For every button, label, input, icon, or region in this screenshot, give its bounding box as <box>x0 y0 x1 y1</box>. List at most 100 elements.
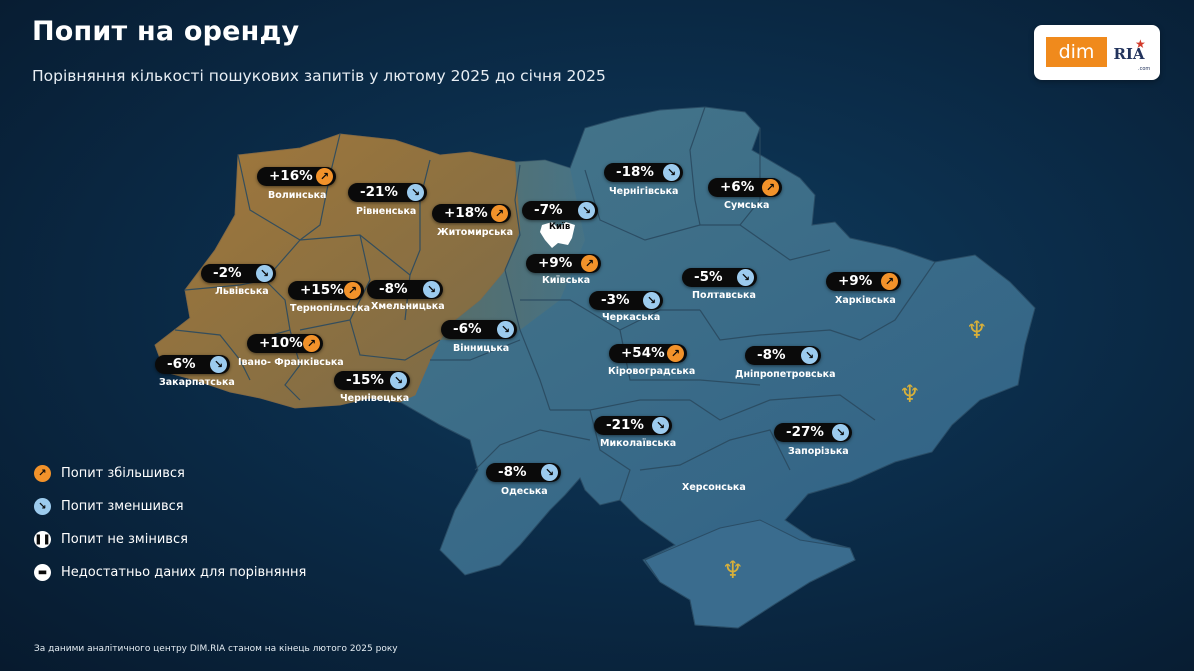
region-value: +10% <box>259 335 303 351</box>
logo-domain-text: .com <box>1138 66 1151 72</box>
region-value-badge: -8% ↘ <box>745 346 821 365</box>
svg-text:♆: ♆ <box>722 556 744 584</box>
region-value-badge: -27% ↘ <box>774 423 852 442</box>
region-name: Хмельницька <box>371 301 445 312</box>
up-arrow-icon: ↗ <box>667 345 684 362</box>
western-regions-shading <box>154 133 521 409</box>
region-name: Волинська <box>268 190 327 201</box>
trident-icon: ♆ ♆ ♆ <box>722 316 988 584</box>
region-name: Одеська <box>501 486 548 497</box>
down-arrow-icon: ↘ <box>652 417 669 434</box>
logo-ria-text: RIA <box>1113 45 1145 63</box>
region-value: +9% <box>538 255 573 271</box>
region-name: Тернопільська <box>290 303 371 314</box>
region-value-badge: +18% ↗ <box>432 204 511 223</box>
region-value-badge: -6% ↘ <box>441 320 517 339</box>
svg-text:♆: ♆ <box>966 316 988 344</box>
up-arrow-icon: ↗ <box>316 168 333 185</box>
region-name: Львівська <box>215 286 269 297</box>
region-value: +18% <box>444 205 488 221</box>
up-arrow-icon: ↗ <box>881 273 898 290</box>
region-value: +54% <box>621 345 665 361</box>
down-arrow-icon: ↘ <box>423 281 440 298</box>
logo-star-icon: ★ <box>1135 37 1146 51</box>
region-value-badge: -21% ↘ <box>594 416 672 435</box>
up-arrow-icon: ↗ <box>34 464 51 482</box>
legend-label: Попит не змінився <box>61 531 188 547</box>
region-value: +9% <box>838 273 873 289</box>
down-arrow-icon: ↘ <box>801 347 818 364</box>
region-value: -8% <box>379 281 408 297</box>
region-value-badge: -8% ↘ <box>367 280 443 299</box>
region-name: Запорізька <box>788 446 849 457</box>
legend-increase: ↗ Попит збільшився <box>34 463 185 483</box>
page-title: Попит на оренду <box>32 16 300 47</box>
pause-icon: ❚❚ <box>34 530 51 548</box>
region-name: Кіровоградська <box>608 366 696 377</box>
region-value-badge: +9% ↗ <box>826 272 901 291</box>
down-arrow-icon: ↘ <box>737 269 754 286</box>
legend-decrease: ↘ Попит зменшився <box>34 496 184 516</box>
up-arrow-icon: ↗ <box>581 255 598 272</box>
region-value: -8% <box>498 464 527 480</box>
region-value-badge: -21% ↘ <box>348 183 427 202</box>
region-value: -18% <box>616 164 654 180</box>
region-value-badge: -8% ↘ <box>486 463 561 482</box>
region-value-badge: -6% ↘ <box>155 355 230 374</box>
up-arrow-icon: ↗ <box>762 179 779 196</box>
region-name: Київська <box>542 275 591 286</box>
legend-label: Попит зменшився <box>61 498 184 514</box>
up-arrow-icon: ↗ <box>491 205 508 222</box>
region-value: +6% <box>720 179 755 195</box>
crimea-outline <box>644 519 856 629</box>
up-arrow-icon: ↗ <box>303 335 320 352</box>
region-value: -6% <box>167 356 196 372</box>
region-value-badge: -18% ↘ <box>604 163 683 182</box>
dimria-logo[interactable]: dim RIA ★ .com <box>1034 25 1160 80</box>
down-arrow-icon: ↘ <box>34 497 51 515</box>
down-arrow-icon: ↘ <box>407 184 424 201</box>
region-name: Черкаська <box>602 312 661 323</box>
region-value: -21% <box>360 184 398 200</box>
page-subtitle: Порівняння кількості пошукових запитів у… <box>32 67 606 85</box>
source-footnote: За даними аналітичного центру DIM.RIA ст… <box>34 644 398 654</box>
region-name: Сумська <box>724 200 770 211</box>
region-value-badge: +54% ↗ <box>609 344 687 363</box>
region-name: Дніпропетровська <box>735 369 836 380</box>
region-value: -2% <box>213 265 242 281</box>
region-value: -5% <box>694 269 723 285</box>
region-value-badge: +15% ↗ <box>288 281 364 300</box>
region-value: -3% <box>601 292 630 308</box>
region-value: -6% <box>453 321 482 337</box>
down-arrow-icon: ↘ <box>643 292 660 309</box>
region-name: Івано- Франківська <box>238 357 344 368</box>
legend-no-data: ▬ Недостатньо даних для порівняння <box>34 562 306 582</box>
region-value-badge: +6% ↗ <box>708 178 782 197</box>
down-arrow-icon: ↘ <box>541 464 558 481</box>
down-arrow-icon: ↘ <box>390 372 407 389</box>
region-value: -15% <box>346 372 384 388</box>
down-arrow-icon: ↘ <box>832 424 849 441</box>
region-name: Миколаївська <box>600 438 677 449</box>
up-arrow-icon: ↗ <box>344 282 361 299</box>
kyiv-city-name: Київ <box>549 222 571 232</box>
region-value-badge: +16% ↗ <box>257 167 336 186</box>
down-arrow-icon: ↘ <box>578 202 595 219</box>
legend-label: Недостатньо даних для порівняння <box>61 564 307 580</box>
down-arrow-icon: ↘ <box>210 356 227 373</box>
legend-label: Попит збільшився <box>61 465 185 481</box>
legend-no-change: ❚❚ Попит не змінився <box>34 529 188 549</box>
region-value: -21% <box>606 417 644 433</box>
region-value: +16% <box>269 168 313 184</box>
region-value-badge: -3% ↘ <box>589 291 663 310</box>
region-value-badge: -7% ↘ <box>522 201 598 220</box>
region-name: Житомирська <box>437 227 514 238</box>
region-borders <box>174 106 936 501</box>
region-value: -27% <box>786 424 824 440</box>
region-name: Херсонська <box>682 482 746 493</box>
region-value-badge: -5% ↘ <box>682 268 757 287</box>
region-name: Чернігівська <box>609 186 679 197</box>
region-value-badge: -2% ↘ <box>201 264 276 283</box>
logo-dim-text: dim <box>1046 37 1107 67</box>
